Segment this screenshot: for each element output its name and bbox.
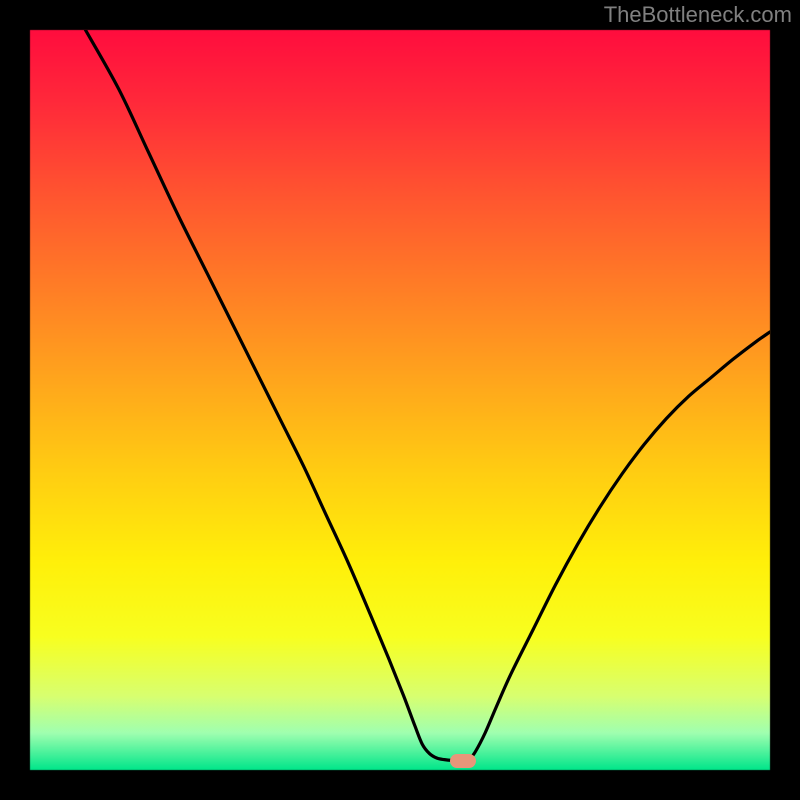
- gradient-background: [0, 0, 800, 800]
- optimal-point-marker: [450, 754, 476, 768]
- watermark-text: TheBottleneck.com: [604, 2, 792, 28]
- chart-frame: TheBottleneck.com: [0, 0, 800, 800]
